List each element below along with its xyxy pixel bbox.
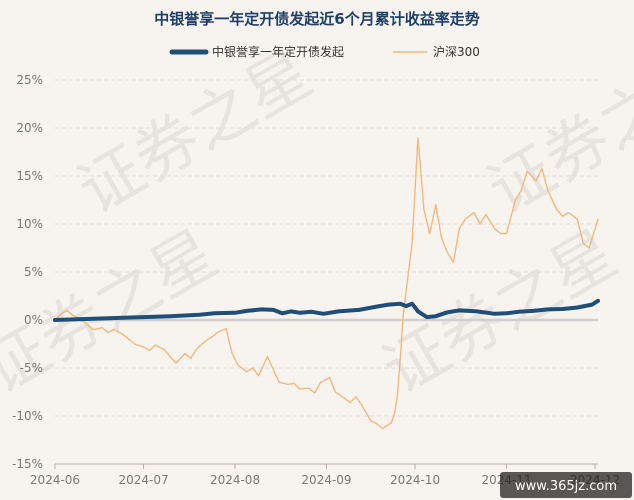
x-tick-label: 2024-07 <box>118 473 168 487</box>
legend-label-fund: 中银誉享一年定开债发起 <box>212 44 344 59</box>
y-tick-label: 0% <box>24 313 43 327</box>
y-tick-label: -10% <box>12 409 43 423</box>
y-tick-label: -15% <box>12 457 43 471</box>
site-logo-text: www.365jz.com <box>515 479 617 494</box>
y-tick-label: 5% <box>24 265 43 279</box>
series-line-fund <box>53 298 600 322</box>
y-tick-label: 20% <box>16 121 43 135</box>
x-tick-label: 2024-09 <box>301 473 351 487</box>
x-tick-label: 2024-08 <box>210 473 260 487</box>
legend-label-index: 沪深300 <box>433 45 480 59</box>
y-tick-label: 25% <box>16 73 43 87</box>
y-axis: -15% -10% -5% 0% 5% 10% 15% 20% 25% <box>12 73 43 471</box>
series-line-index <box>54 136 599 430</box>
x-tick-label: 2024-06 <box>30 473 80 487</box>
y-tick-label: -5% <box>20 361 43 375</box>
y-tick-label: 15% <box>16 169 43 183</box>
series-layer <box>53 136 600 430</box>
y-tick-label: 10% <box>16 217 43 231</box>
site-logo: www.365jz.com <box>500 472 632 498</box>
watermark-text: 证券之星 <box>66 37 325 229</box>
legend: 中银誉享一年定开债发起 沪深300 <box>169 44 480 59</box>
chart-title: 中银誉享一年定开债发起近6个月累计收益率走势 <box>154 10 479 28</box>
x-tick-label: 2024-10 <box>390 473 440 487</box>
grid-lines <box>55 79 598 465</box>
watermark-text: 证券之星 <box>476 37 634 229</box>
